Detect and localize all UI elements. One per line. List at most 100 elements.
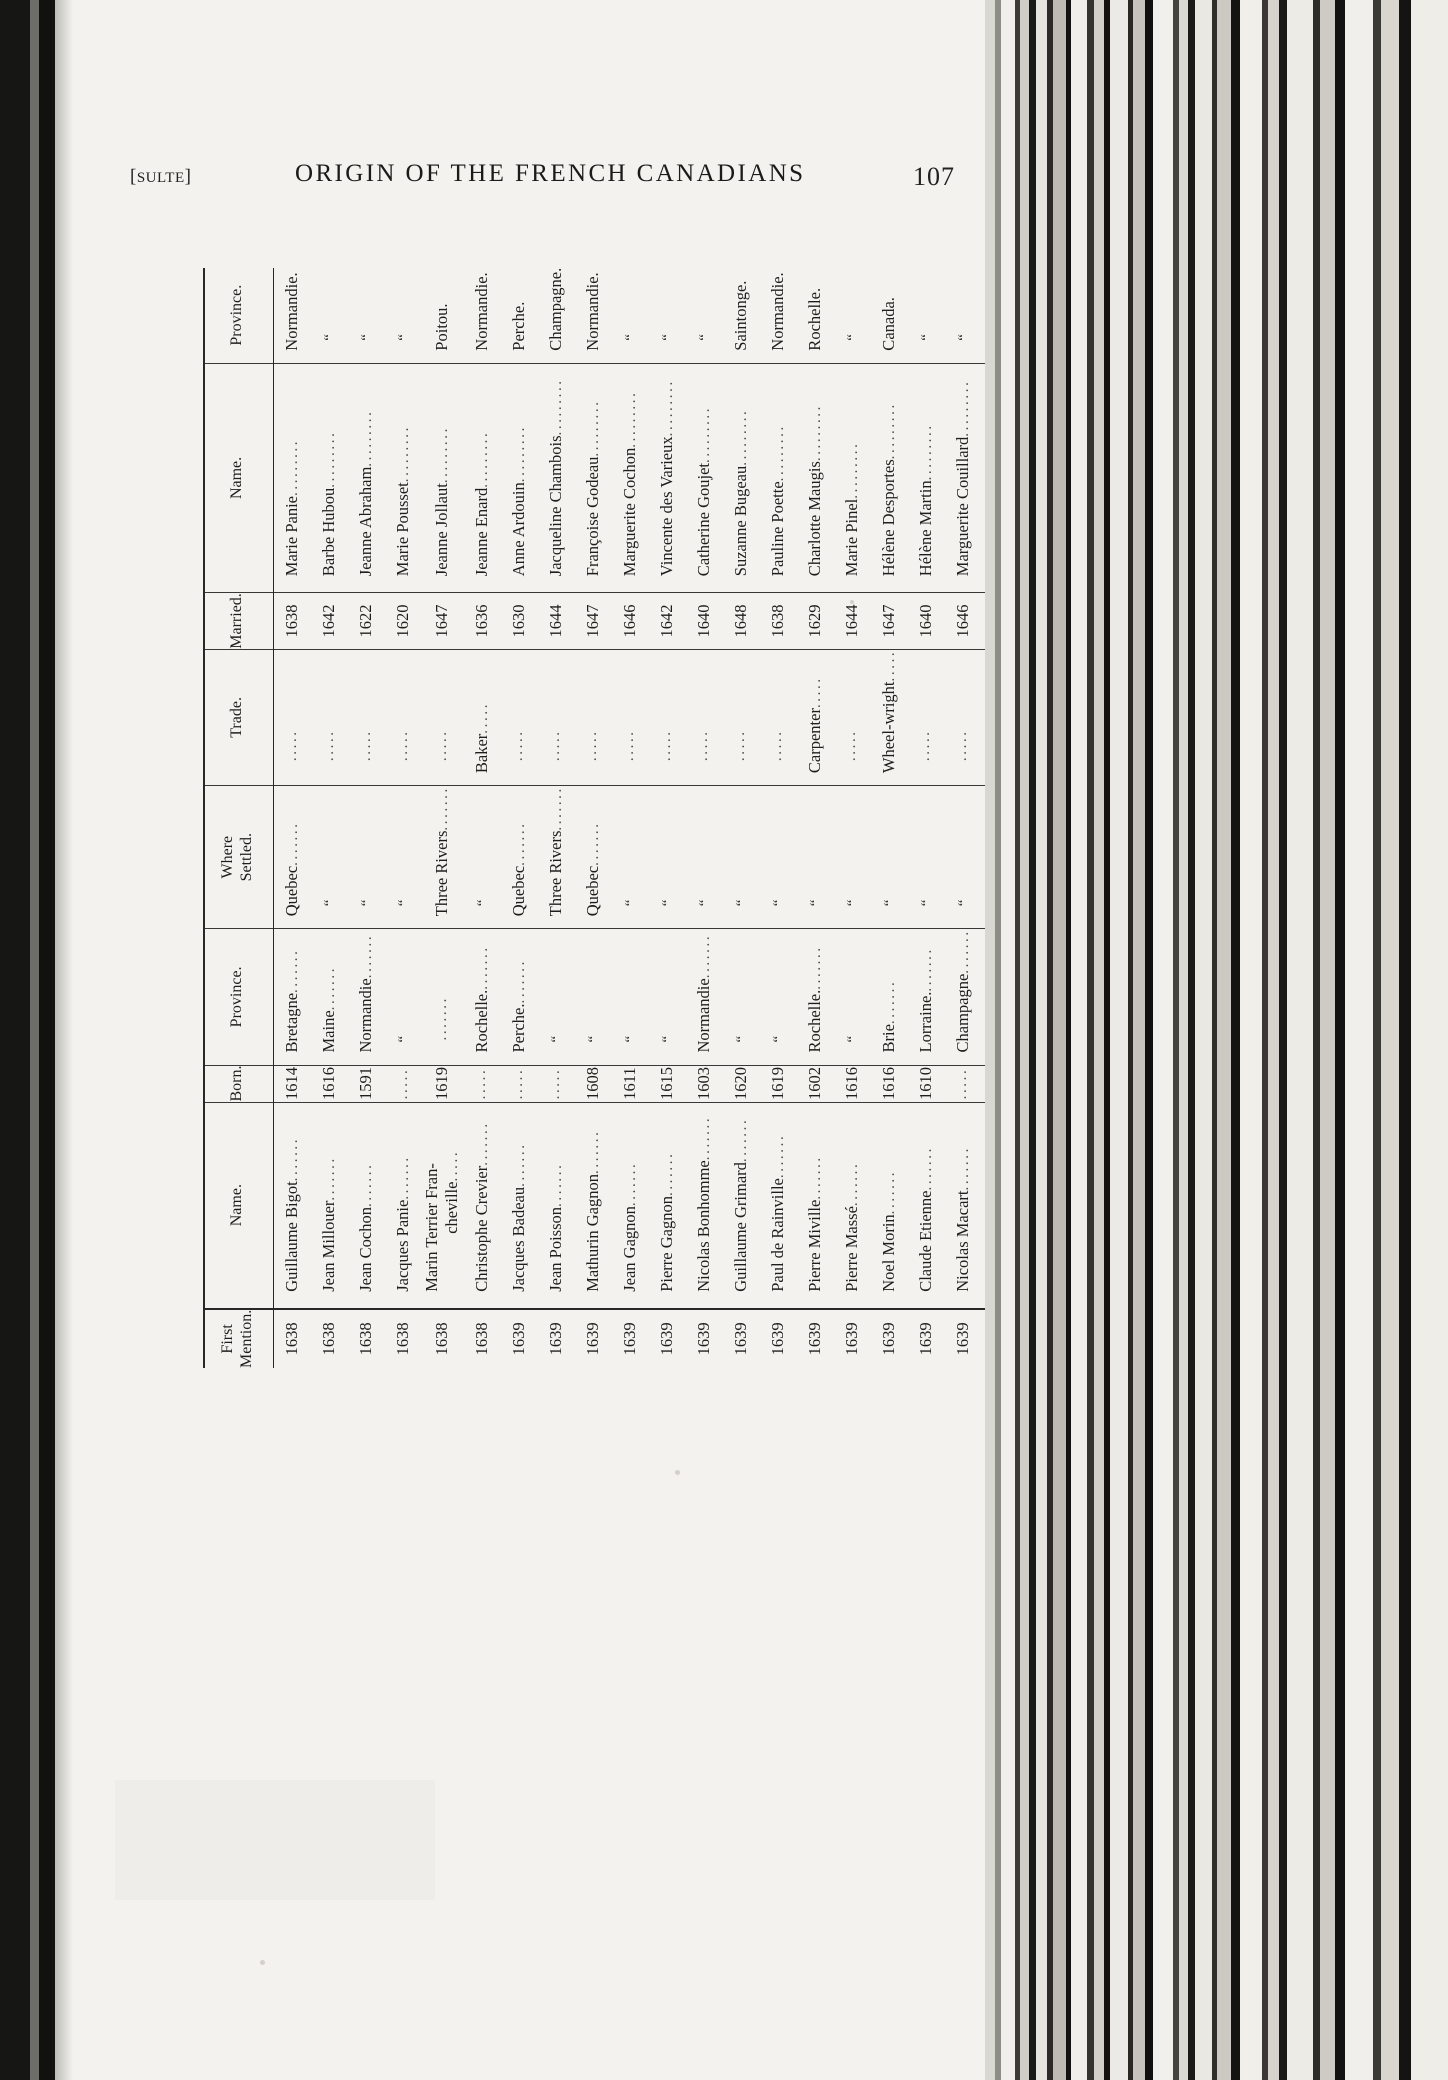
col-header-wife-province: Province. xyxy=(204,267,274,364)
leader-dots: ..... xyxy=(394,729,411,762)
cell-first-mention: 1639 xyxy=(796,1308,834,1368)
cell-born: ..... xyxy=(463,1065,501,1103)
col-header-first-mention-line2: Mention. xyxy=(237,1309,255,1368)
table-row: 1639 Nicolas Bonhomme....... 1603 Normandie… xyxy=(685,268,723,1368)
cell-wife-province: “ xyxy=(348,268,385,363)
leader-dots: ......... xyxy=(733,408,750,466)
ditto-mark: “ xyxy=(770,1035,787,1043)
col-header-first-mention: First Mention. xyxy=(204,1308,274,1368)
cell-where-settled: Quebec....... xyxy=(273,785,311,929)
page-edge-band xyxy=(1188,0,1195,2080)
page-edge-band xyxy=(985,0,995,2080)
book-block-edge xyxy=(985,0,1448,2080)
page-edge-band xyxy=(1110,0,1128,2080)
cell-married: 1636 xyxy=(463,592,501,650)
leader-dots: ....... xyxy=(511,959,528,1004)
page-edge-band xyxy=(1381,0,1399,2080)
book-page: [SULTE] ORIGIN OF THE FRENCH CANADIANS 1… xyxy=(55,0,1058,2080)
cell-married: 1647 xyxy=(421,592,464,650)
cell-trade: ..... xyxy=(500,649,538,786)
cell-first-mention: 1639 xyxy=(722,1308,760,1368)
left-dark-margin-inner xyxy=(39,0,55,2080)
cell-first-mention: 1639 xyxy=(870,1308,908,1368)
leader-dots: ..... xyxy=(917,729,934,762)
cell-province: “ xyxy=(722,928,760,1066)
cell-trade: Carpenter..... xyxy=(796,649,834,786)
cell-wife-province: Normandie. xyxy=(582,272,602,351)
leader-dots: ....... xyxy=(474,945,491,990)
leader-dots: ..... xyxy=(474,701,491,734)
cell-first-mention: 1638 xyxy=(347,1308,385,1368)
cell-first-mention: 1639 xyxy=(685,1308,723,1368)
cell-trade: Wheel-wright..... xyxy=(870,649,908,786)
leader-dots: ......... xyxy=(474,430,491,488)
cell-married: 1642 xyxy=(648,592,686,650)
cell-trade: ..... xyxy=(833,649,871,786)
page-edge-band xyxy=(1104,0,1110,2080)
leader-dots: ......... xyxy=(435,426,452,484)
page-edge-band xyxy=(1128,0,1133,2080)
leader-dots: ....... xyxy=(548,1162,565,1207)
leader-dots: ..... xyxy=(547,729,564,762)
cell-born: 1610 xyxy=(907,1065,945,1103)
ditto-mark: “ xyxy=(659,899,676,907)
col-header-trade: Trade. xyxy=(204,649,274,786)
cell-where-settled: “ xyxy=(907,785,945,929)
page-edge-band xyxy=(1212,0,1217,2080)
cell-first-mention: 1639 xyxy=(611,1308,649,1368)
table-row: 1639 Mathurin Gagnon....... 1608 “ Quebec...… xyxy=(574,268,612,1368)
cell-name-continuation: cheville..... xyxy=(442,1149,462,1234)
cell-province: “ xyxy=(648,928,686,1066)
cell-name: Jean Poisson....... xyxy=(537,1102,575,1309)
col-header-province: Province. xyxy=(204,928,274,1066)
ditto-mark: “ xyxy=(696,899,713,907)
leader-dots: ..... xyxy=(954,1067,971,1100)
cell-married: 1638 xyxy=(273,592,311,650)
page-edge-band xyxy=(1094,0,1104,2080)
cell-where-settled: Quebec....... xyxy=(574,785,612,929)
page-edge-band xyxy=(1373,0,1381,2080)
page-edge-band xyxy=(1320,0,1335,2080)
cell-born: 1611 xyxy=(611,1065,649,1103)
ditto-mark: “ xyxy=(622,899,639,907)
leader-dots: ....... xyxy=(844,1161,861,1207)
ditto-mark: “ xyxy=(659,334,676,341)
cell-first-mention: 1639 xyxy=(944,1308,982,1368)
cell-where-settled: Three Rivers....... xyxy=(421,785,464,929)
leader-dots: ....... xyxy=(622,1161,639,1207)
cell-first-mention: 1639 xyxy=(907,1308,945,1368)
leader-dots: ....... xyxy=(322,1156,339,1201)
leader-dots: ......... xyxy=(807,404,824,462)
bracket-open: [ xyxy=(130,166,137,187)
cell-wife-province: Normandie. xyxy=(767,272,787,351)
leader-dots: ..... xyxy=(547,1067,564,1100)
cell-wife-name: Charlotte Maugis......... xyxy=(796,363,834,593)
cell-trade: ..... xyxy=(648,649,686,786)
leader-dots: ....... xyxy=(770,1133,787,1179)
cell-where-settled: “ xyxy=(722,785,760,929)
cell-born: 1614 xyxy=(273,1065,311,1103)
table-head: First Mention. Name. Born. Province. Whe… xyxy=(204,267,274,1368)
cell-trade: ..... xyxy=(273,649,311,786)
leader-dots: ..... xyxy=(695,729,712,762)
leader-dots: ......... xyxy=(770,424,787,482)
ditto-mark: “ xyxy=(696,334,713,341)
genealogy-table: First Mention. Name. Born. Province. Whe… xyxy=(203,267,1058,1368)
cell-where-settled: “ xyxy=(944,785,982,929)
cell-wife-province: “ xyxy=(944,268,981,363)
cell-province: Perche........ xyxy=(500,928,538,1066)
page-edge-band xyxy=(1345,0,1373,2080)
cell-first-mention: 1639 xyxy=(759,1308,797,1368)
cell-province: “ xyxy=(384,928,422,1066)
ditto-mark: “ xyxy=(807,899,824,907)
page-edge-band xyxy=(1262,0,1268,2080)
ditto-mark: “ xyxy=(622,1035,639,1043)
ditto-mark: “ xyxy=(322,334,339,341)
cell-first-mention: 1638 xyxy=(273,1308,311,1368)
cell-married: 1644 xyxy=(833,592,871,650)
ditto-mark: “ xyxy=(322,899,339,907)
cell-trade: ..... xyxy=(944,649,982,786)
cell-wife-name: Marguerite Cochon......... xyxy=(611,363,649,593)
cell-where-settled: “ xyxy=(759,785,797,929)
page-edge-band xyxy=(1399,0,1411,2080)
